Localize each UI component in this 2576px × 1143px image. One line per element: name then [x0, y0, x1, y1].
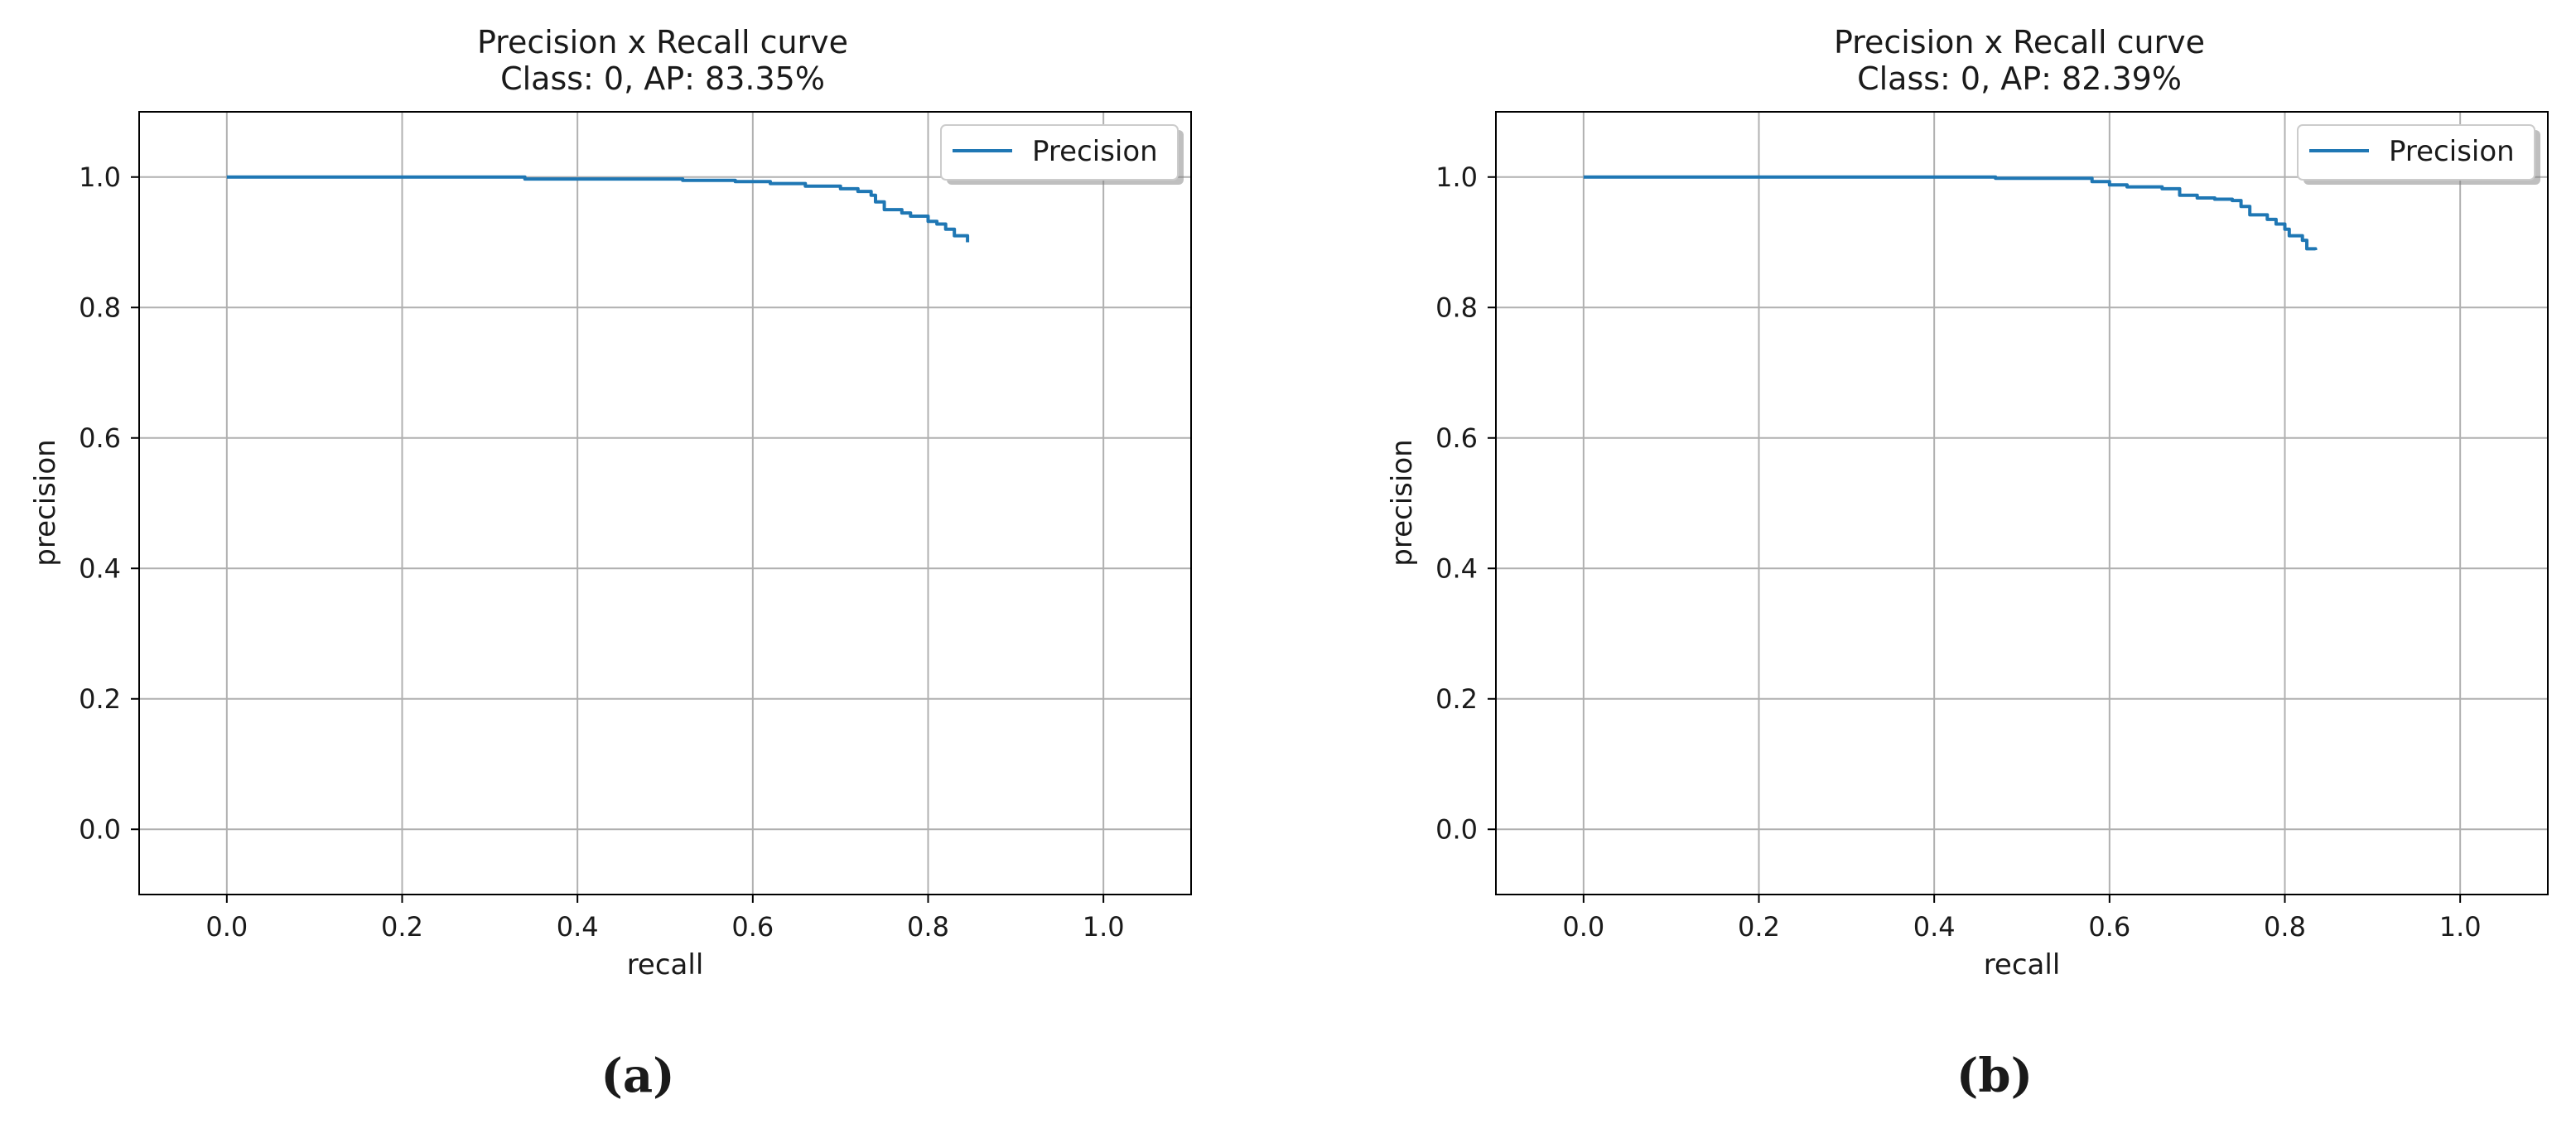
- y-tick-label: 0.8: [79, 292, 121, 323]
- y-tick-label: 0.4: [1435, 552, 1478, 584]
- x-tick-label: 0.8: [907, 911, 949, 943]
- plot-area: [139, 112, 1191, 895]
- y-tick-label: 0.6: [1435, 422, 1478, 454]
- y-axis-label: precision: [29, 439, 62, 566]
- plot-frame: [1495, 111, 2549, 895]
- ticks: 0.0 0.2 0.4 0.6 0.8 1.0 0.0 0.2 0.4 0.6 0.8 1.0: [1435, 162, 2482, 943]
- y-tick-label: 1.0: [1435, 162, 1478, 193]
- legend-label: Precision: [2389, 135, 2515, 168]
- series-lines: [226, 175, 970, 243]
- y-tick-label: 0.0: [79, 813, 121, 845]
- y-tick-label: 0.2: [79, 683, 121, 715]
- chart-subtitle: Class: 0, AP: 83.35%: [500, 60, 825, 97]
- legend: Precision: [940, 124, 1184, 185]
- x-tick-label: 0.2: [381, 911, 423, 943]
- x-tick-label: 0.0: [1562, 911, 1604, 943]
- y-tick-label: 0.0: [1435, 813, 1478, 845]
- series-line-precision: [226, 175, 970, 243]
- x-tick-label: 0.4: [557, 911, 599, 943]
- x-tick-label: 1.0: [2439, 911, 2482, 943]
- series-lines: [1583, 175, 2318, 251]
- ticks: 0.0 0.2 0.4 0.6 0.8 1.0 0.0 0.2 0.4 0.6 0.8 1.0: [79, 162, 1125, 943]
- y-tick-label: 0.8: [1435, 292, 1478, 323]
- x-tick-label: 0.2: [1738, 911, 1780, 943]
- x-axis-label: recall: [627, 948, 704, 981]
- plot-frame: [138, 111, 1192, 895]
- figure-caption: (a): [601, 1049, 674, 1103]
- x-tick-label: 0.6: [731, 911, 774, 943]
- legend-box: [940, 124, 1179, 181]
- y-tick-label: 0.2: [1435, 683, 1478, 715]
- chart-subtitle: Class: 0, AP: 82.39%: [1857, 60, 2182, 97]
- legend: Precision: [2297, 124, 2540, 185]
- x-axis-label: recall: [1984, 948, 2061, 981]
- chart-title: Precision x Recall curve: [1834, 24, 2205, 60]
- legend-label: Precision: [1032, 135, 1158, 168]
- y-tick-label: 0.4: [79, 552, 121, 584]
- y-tick-label: 0.6: [79, 422, 121, 454]
- chart-panel-a: Precision x Recall curve Class: 0, AP: 8…: [29, 24, 1192, 1103]
- x-tick-label: 0.6: [2088, 911, 2130, 943]
- chart-panel-b: Precision x Recall curve Class: 0, AP: 8…: [1386, 24, 2549, 1103]
- y-axis-label: precision: [1386, 439, 1419, 566]
- legend-box: [2297, 124, 2535, 181]
- x-tick-label: 0.0: [205, 911, 248, 943]
- x-tick-label: 1.0: [1083, 911, 1125, 943]
- figure-caption: (b): [1956, 1049, 2033, 1103]
- y-tick-label: 1.0: [79, 162, 121, 193]
- series-line-precision: [1583, 175, 2318, 251]
- chart-title: Precision x Recall curve: [477, 24, 848, 60]
- plot-area: [1496, 112, 2548, 895]
- x-tick-label: 0.8: [2264, 911, 2306, 943]
- x-tick-label: 0.4: [1913, 911, 1956, 943]
